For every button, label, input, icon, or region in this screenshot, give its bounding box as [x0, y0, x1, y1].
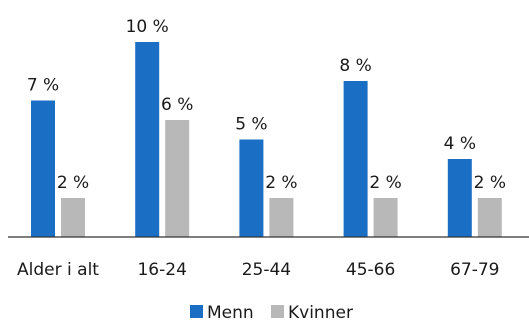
bar-menn-1: [135, 42, 160, 237]
bar-menn-3: [343, 81, 368, 237]
data-label-kvinner-0: 2 %: [57, 173, 89, 193]
data-label-menn-4: 4 %: [444, 134, 476, 154]
bar-kvinner-4: [477, 198, 502, 237]
legend-label-menn: Menn: [207, 303, 254, 323]
data-label-menn-2: 5 %: [235, 115, 267, 135]
x-tick-label-4: 67-79: [450, 260, 499, 280]
legend-label-kvinner: Kvinner: [288, 303, 353, 323]
data-label-menn-3: 8 %: [339, 56, 371, 76]
data-label-kvinner-4: 2 %: [474, 173, 506, 193]
bar-kvinner-1: [165, 120, 190, 237]
data-label-kvinner-2: 2 %: [265, 173, 297, 193]
data-label-menn-0: 7 %: [27, 76, 59, 96]
data-label-kvinner-1: 6 %: [161, 95, 193, 115]
bar-kvinner-0: [61, 198, 85, 237]
x-tick-label-1: 16-24: [137, 260, 186, 280]
bar-menn-4: [447, 159, 472, 237]
bar-kvinner-3: [373, 198, 398, 237]
legend-swatch-kvinner: [271, 305, 284, 318]
bar-menn-0: [31, 100, 55, 237]
bar-menn-2: [239, 139, 264, 237]
x-tick-label-2: 25-44: [242, 260, 291, 280]
x-tick-label-0: Alder i alt: [17, 260, 99, 280]
bar-kvinner-2: [269, 198, 294, 237]
legend-swatch-menn: [190, 305, 203, 318]
data-label-kvinner-3: 2 %: [369, 173, 401, 193]
data-label-menn-1: 10 %: [126, 17, 169, 37]
x-tick-label-3: 45-66: [346, 260, 395, 280]
